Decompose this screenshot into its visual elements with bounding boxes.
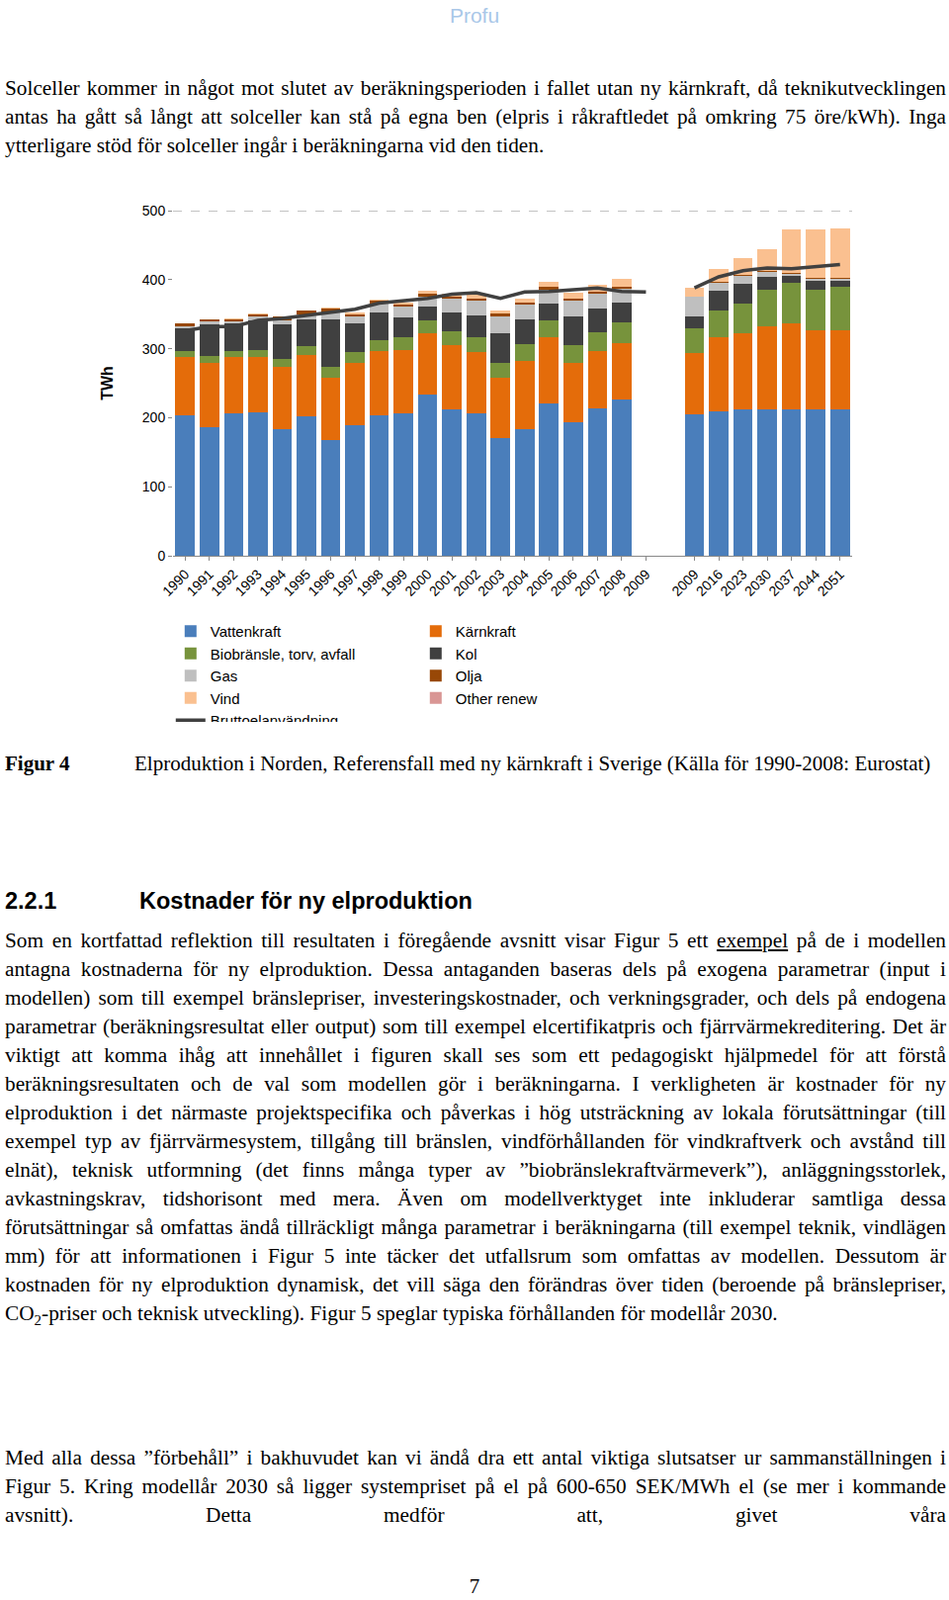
svg-text:Kol: Kol [455, 645, 478, 663]
svg-text:Gas: Gas [210, 667, 239, 685]
svg-text:1998: 1998 [352, 565, 386, 599]
svg-text:Vind: Vind [210, 690, 241, 707]
svg-text:2004: 2004 [498, 565, 531, 599]
svg-text:Biobränsle, torv, avfall: Biobränsle, torv, avfall [210, 645, 355, 663]
svg-text:2005: 2005 [522, 565, 556, 599]
svg-text:Olja: Olja [455, 667, 483, 685]
svg-text:1996: 1996 [304, 565, 338, 599]
svg-text:2051: 2051 [813, 565, 847, 599]
svg-text:Bruttoelanvändning: Bruttoelanvändning [210, 711, 339, 722]
html-text:Med alla dessa ”förbehåll” i b: Med alla dessa ”förbehåll” i bakhuvudet … [4, 1445, 947, 1527]
svg-text:2000: 2000 [401, 565, 434, 599]
svg-text:2007: 2007 [571, 565, 604, 599]
svg-text:2003: 2003 [474, 565, 508, 599]
html-text:Som en kortfattad reflektion t: Som en kortfattad reflektion till result… [4, 928, 947, 1328]
svg-text:Vattenkraft: Vattenkraft [210, 622, 282, 640]
svg-text:1991: 1991 [183, 565, 217, 599]
svg-text:TWh: TWh [98, 365, 116, 401]
svg-text:2001: 2001 [426, 565, 459, 599]
svg-text:2002: 2002 [449, 565, 483, 599]
svg-text:1997: 1997 [329, 565, 362, 599]
svg-text:1993: 1993 [232, 565, 265, 599]
html-text:Solceller kommer in något mot: Solceller kommer in något mot slutet av … [4, 76, 947, 158]
svg-text:Kärnkraft: Kärnkraft [455, 622, 518, 640]
svg-text:2006: 2006 [547, 565, 581, 599]
html-text:7: 7 [469, 1573, 480, 1598]
svg-text:1995: 1995 [280, 565, 314, 599]
svg-text:2016: 2016 [692, 565, 726, 599]
svg-text:Other renew: Other renew [455, 690, 538, 707]
svg-text:1994: 1994 [256, 565, 289, 599]
svg-text:0: 0 [157, 547, 166, 564]
svg-text:1990: 1990 [159, 565, 192, 599]
html-text:2.2.1: 2.2.1 [4, 887, 57, 914]
svg-text:2037: 2037 [765, 565, 798, 599]
svg-text:2009: 2009 [619, 565, 653, 599]
svg-text:100: 100 [142, 478, 167, 495]
svg-text:400: 400 [142, 271, 167, 288]
svg-text:300: 300 [142, 341, 167, 357]
svg-text:2044: 2044 [789, 565, 823, 599]
svg-text:2009: 2009 [668, 565, 701, 599]
html-text:Profu: Profu [449, 3, 500, 27]
svg-text:2030: 2030 [741, 565, 775, 599]
svg-text:500: 500 [142, 202, 167, 219]
svg-text:200: 200 [142, 409, 167, 426]
html-text:Figur 4: Figur 4 [4, 751, 70, 776]
html-text:Elproduktion i Norden, Referen: Elproduktion i Norden, Referensfall med … [134, 751, 931, 776]
svg-text:1992: 1992 [207, 565, 241, 599]
svg-text:2023: 2023 [716, 565, 750, 599]
svg-text:1999: 1999 [377, 565, 411, 599]
svg-text:2008: 2008 [596, 565, 629, 599]
html-text:Kostnader för ny elproduktion: Kostnader för ny elproduktion [139, 887, 473, 914]
